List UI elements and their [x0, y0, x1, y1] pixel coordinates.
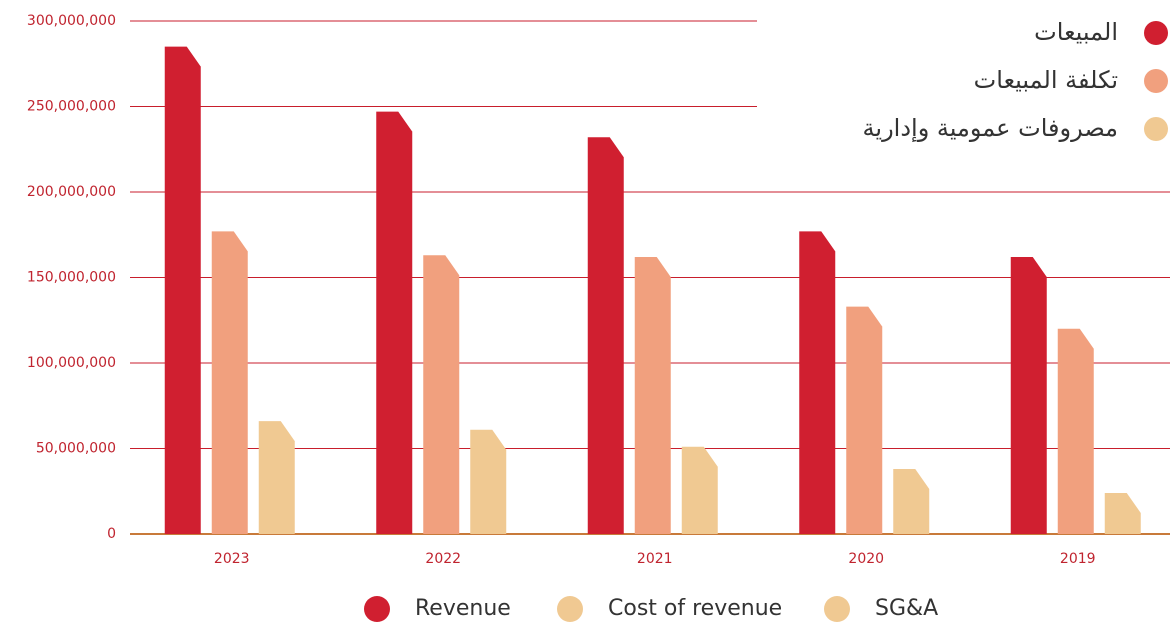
bar	[423, 255, 460, 534]
y-tick-label: 150,000,000	[27, 270, 116, 286]
bar	[470, 429, 507, 534]
legend-label: مصروفات عمومية وإدارية	[863, 114, 1118, 143]
legend-label: Cost of revenue	[608, 596, 782, 621]
legend-swatch	[364, 596, 390, 622]
bar	[846, 306, 883, 534]
bar	[1057, 328, 1094, 534]
bar	[211, 231, 248, 534]
y-tick-label: 250,000,000	[27, 99, 116, 115]
y-tick-label: 50,000,000	[36, 441, 116, 457]
x-tick-label: 2021	[637, 551, 673, 567]
y-tick-label: 300,000,000	[27, 13, 116, 29]
bar	[587, 137, 624, 534]
bar	[681, 446, 718, 534]
legend-swatch	[1144, 21, 1168, 45]
y-tick-label: 0	[107, 526, 116, 542]
x-tick-label: 2023	[214, 551, 250, 567]
legend-label: المبيعات	[1034, 18, 1118, 46]
legend-label: تكلفة المبيعات	[974, 66, 1118, 94]
legend-label: Revenue	[415, 596, 511, 621]
legend-swatch	[557, 596, 583, 622]
x-tick-label: 2020	[848, 551, 884, 567]
bar	[164, 46, 201, 535]
bar	[376, 111, 413, 534]
bar	[893, 469, 930, 534]
bar	[258, 421, 295, 534]
bar	[1010, 256, 1047, 534]
legend-swatch	[824, 596, 850, 622]
x-tick-label: 2019	[1060, 551, 1096, 567]
x-tick-label: 2022	[425, 551, 461, 567]
y-tick-label: 100,000,000	[27, 355, 116, 371]
bar	[634, 256, 671, 534]
legend-swatch	[1144, 69, 1168, 93]
legend-swatch	[1144, 117, 1168, 141]
bar	[1104, 492, 1141, 534]
bar	[799, 231, 836, 534]
legend-label: SG&A	[875, 596, 938, 621]
y-tick-label: 200,000,000	[27, 184, 116, 200]
